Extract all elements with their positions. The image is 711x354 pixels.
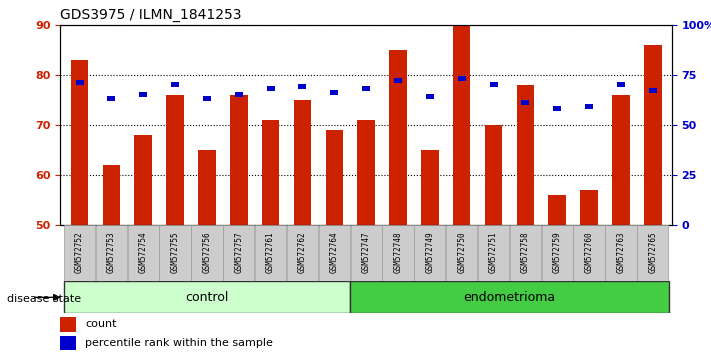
Bar [358,120,375,225]
Text: GSM572761: GSM572761 [266,231,275,273]
Bar [71,60,88,225]
Bar [63,281,351,313]
Bar [421,150,439,225]
Bar [191,225,223,281]
Bar [649,88,657,93]
Text: GSM572760: GSM572760 [584,231,594,273]
Text: GSM572748: GSM572748 [393,231,402,273]
Bar [351,225,382,281]
Bar [75,80,83,85]
Text: GDS3975 / ILMN_1841253: GDS3975 / ILMN_1841253 [60,8,242,22]
Bar [60,336,76,350]
Bar [255,225,287,281]
Bar [389,50,407,225]
Bar [351,281,669,313]
Bar [644,45,661,225]
Bar [553,106,561,111]
Bar [262,120,279,225]
Text: GSM572755: GSM572755 [171,231,180,273]
Bar [128,225,159,281]
Text: GSM572751: GSM572751 [489,231,498,273]
Bar [548,195,566,225]
Bar [159,225,191,281]
Bar [453,25,471,225]
Text: GSM572747: GSM572747 [362,231,370,273]
Bar [517,85,534,225]
Bar [198,150,215,225]
Bar [64,225,95,281]
Bar [326,130,343,225]
Text: count: count [85,319,117,329]
Bar [415,225,446,281]
Bar [580,190,598,225]
Text: disease state: disease state [7,294,81,304]
Bar [637,225,668,281]
Bar [510,225,541,281]
Text: GSM572763: GSM572763 [616,231,626,273]
Bar [426,94,434,99]
Bar [166,95,184,225]
Bar [60,317,76,332]
Bar [230,95,247,225]
Bar [485,125,502,225]
Text: GSM572757: GSM572757 [235,231,243,273]
Bar [134,135,152,225]
Bar [490,82,498,87]
Bar [605,225,636,281]
Text: GSM572749: GSM572749 [425,231,434,273]
Bar [267,86,274,91]
Bar [102,165,120,225]
Bar [521,100,530,105]
Bar [383,225,414,281]
Text: GSM572753: GSM572753 [107,231,116,273]
Text: GSM572756: GSM572756 [203,231,211,273]
Bar [394,78,402,83]
Text: GSM572754: GSM572754 [139,231,148,273]
Text: control: control [186,291,229,304]
Bar [223,225,255,281]
Bar [617,82,625,87]
Bar [294,100,311,225]
Bar [574,225,604,281]
Bar [96,225,127,281]
Bar [478,225,509,281]
Bar [331,90,338,95]
Text: GSM572759: GSM572759 [552,231,562,273]
Bar [171,82,179,87]
Text: GSM572764: GSM572764 [330,231,339,273]
Text: endometrioma: endometrioma [464,291,555,304]
Text: GSM572758: GSM572758 [521,231,530,273]
Bar [542,225,573,281]
Bar [319,225,350,281]
Text: GSM572765: GSM572765 [648,231,657,273]
Text: GSM572762: GSM572762 [298,231,307,273]
Bar [612,95,630,225]
Bar [458,76,466,81]
Bar [299,84,306,89]
Text: GSM572750: GSM572750 [457,231,466,273]
Bar [203,96,211,101]
Bar [362,86,370,91]
Bar [107,96,115,101]
Bar [235,92,242,97]
Bar [287,225,318,281]
Text: percentile rank within the sample: percentile rank within the sample [85,338,273,348]
Text: GSM572752: GSM572752 [75,231,84,273]
Bar [585,104,593,109]
Bar [139,92,147,97]
Bar [446,225,477,281]
